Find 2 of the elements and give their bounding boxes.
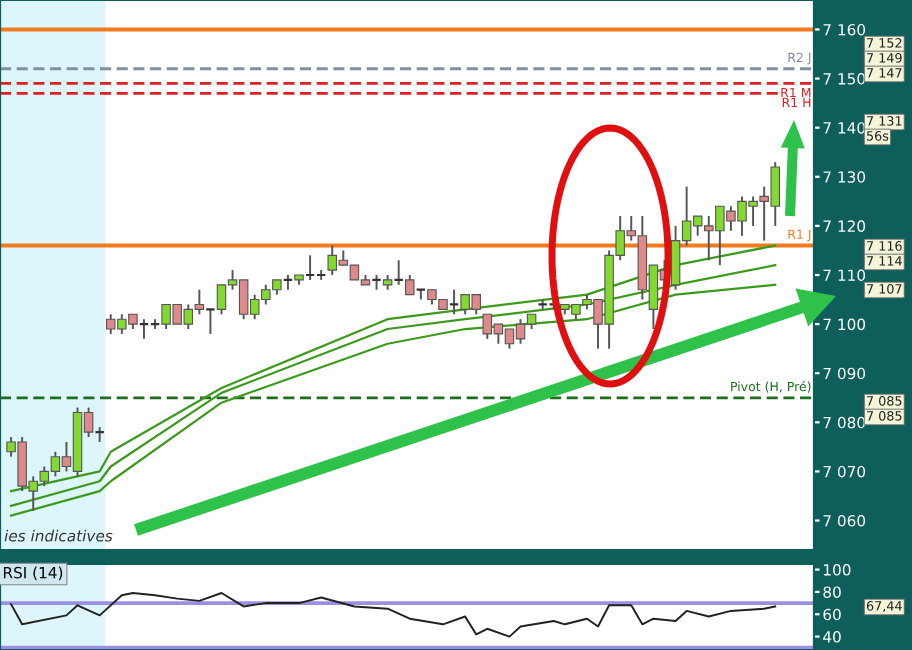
candlestick bbox=[405, 274, 415, 296]
line-series bbox=[10, 592, 777, 638]
